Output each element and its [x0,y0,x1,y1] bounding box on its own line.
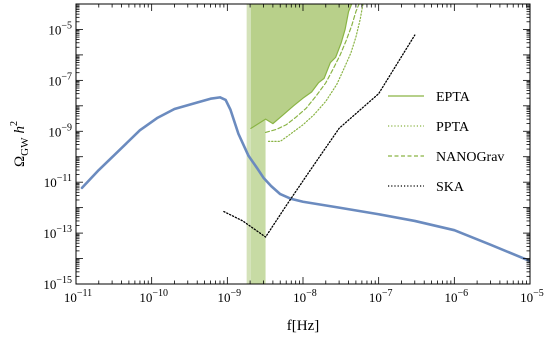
x-tick-label: 10−9 [218,288,242,305]
y-tick-label: 10−11 [44,173,72,190]
y-label-h: h [12,126,28,134]
pta-region-band-0 [246,4,251,284]
legend: EPTA PPTA NANOGrav SKA [388,90,504,195]
x-tick-label: 10−10 [139,288,168,305]
x-tick-label: 10−5 [520,288,544,305]
y-tick-label: 10−5 [48,20,72,37]
axis-ticks [75,4,531,285]
y-axis-label: ΩGW h2 [9,121,31,167]
y-label-omega: Ω [12,156,28,167]
y-tick-label: 10−7 [48,71,72,88]
y-tick-labels: 10−15 10−13 10−11 10−9 10−7 10−5 [43,20,72,292]
legend-entry-ska: SKA [388,180,465,195]
pta-excluded-region [250,4,352,129]
y-tick-label: 10−13 [43,224,72,241]
legend-entry-ppta: PPTA [388,120,470,135]
legend-label: EPTA [436,90,471,105]
pta-bands [246,4,352,284]
ppta-curve [267,4,364,142]
legend-label: NANOGrav [436,150,504,165]
x-tick-label: 10−6 [445,288,469,305]
x-tick-label: 10−8 [293,288,317,305]
y-label-superscript: 2 [9,121,20,126]
x-tick-labels: 10−11 10−10 10−9 10−8 10−7 10−6 10−5 [64,288,544,305]
nanograv-curve [264,4,360,134]
svg-text:ΩGWh2: ΩGW h2 [9,121,31,167]
legend-label: SKA [436,180,465,195]
x-axis-label: f[Hz] [287,318,319,334]
legend-entry-epta: EPTA [388,90,471,105]
y-tick-label: 10−9 [48,122,72,139]
series-lines [80,4,530,263]
x-tick-label: 10−7 [369,288,393,305]
x-tick-label: 10−11 [64,288,92,305]
y-label-subscript: GW [19,137,31,156]
legend-entry-nanograv: NANOGrav [388,150,504,165]
y-tick-label: 10−15 [43,275,72,292]
epta-curve [250,4,353,129]
ska-curve [223,34,416,238]
gw-spectrum-curve [80,96,530,263]
legend-label: PPTA [436,120,470,135]
